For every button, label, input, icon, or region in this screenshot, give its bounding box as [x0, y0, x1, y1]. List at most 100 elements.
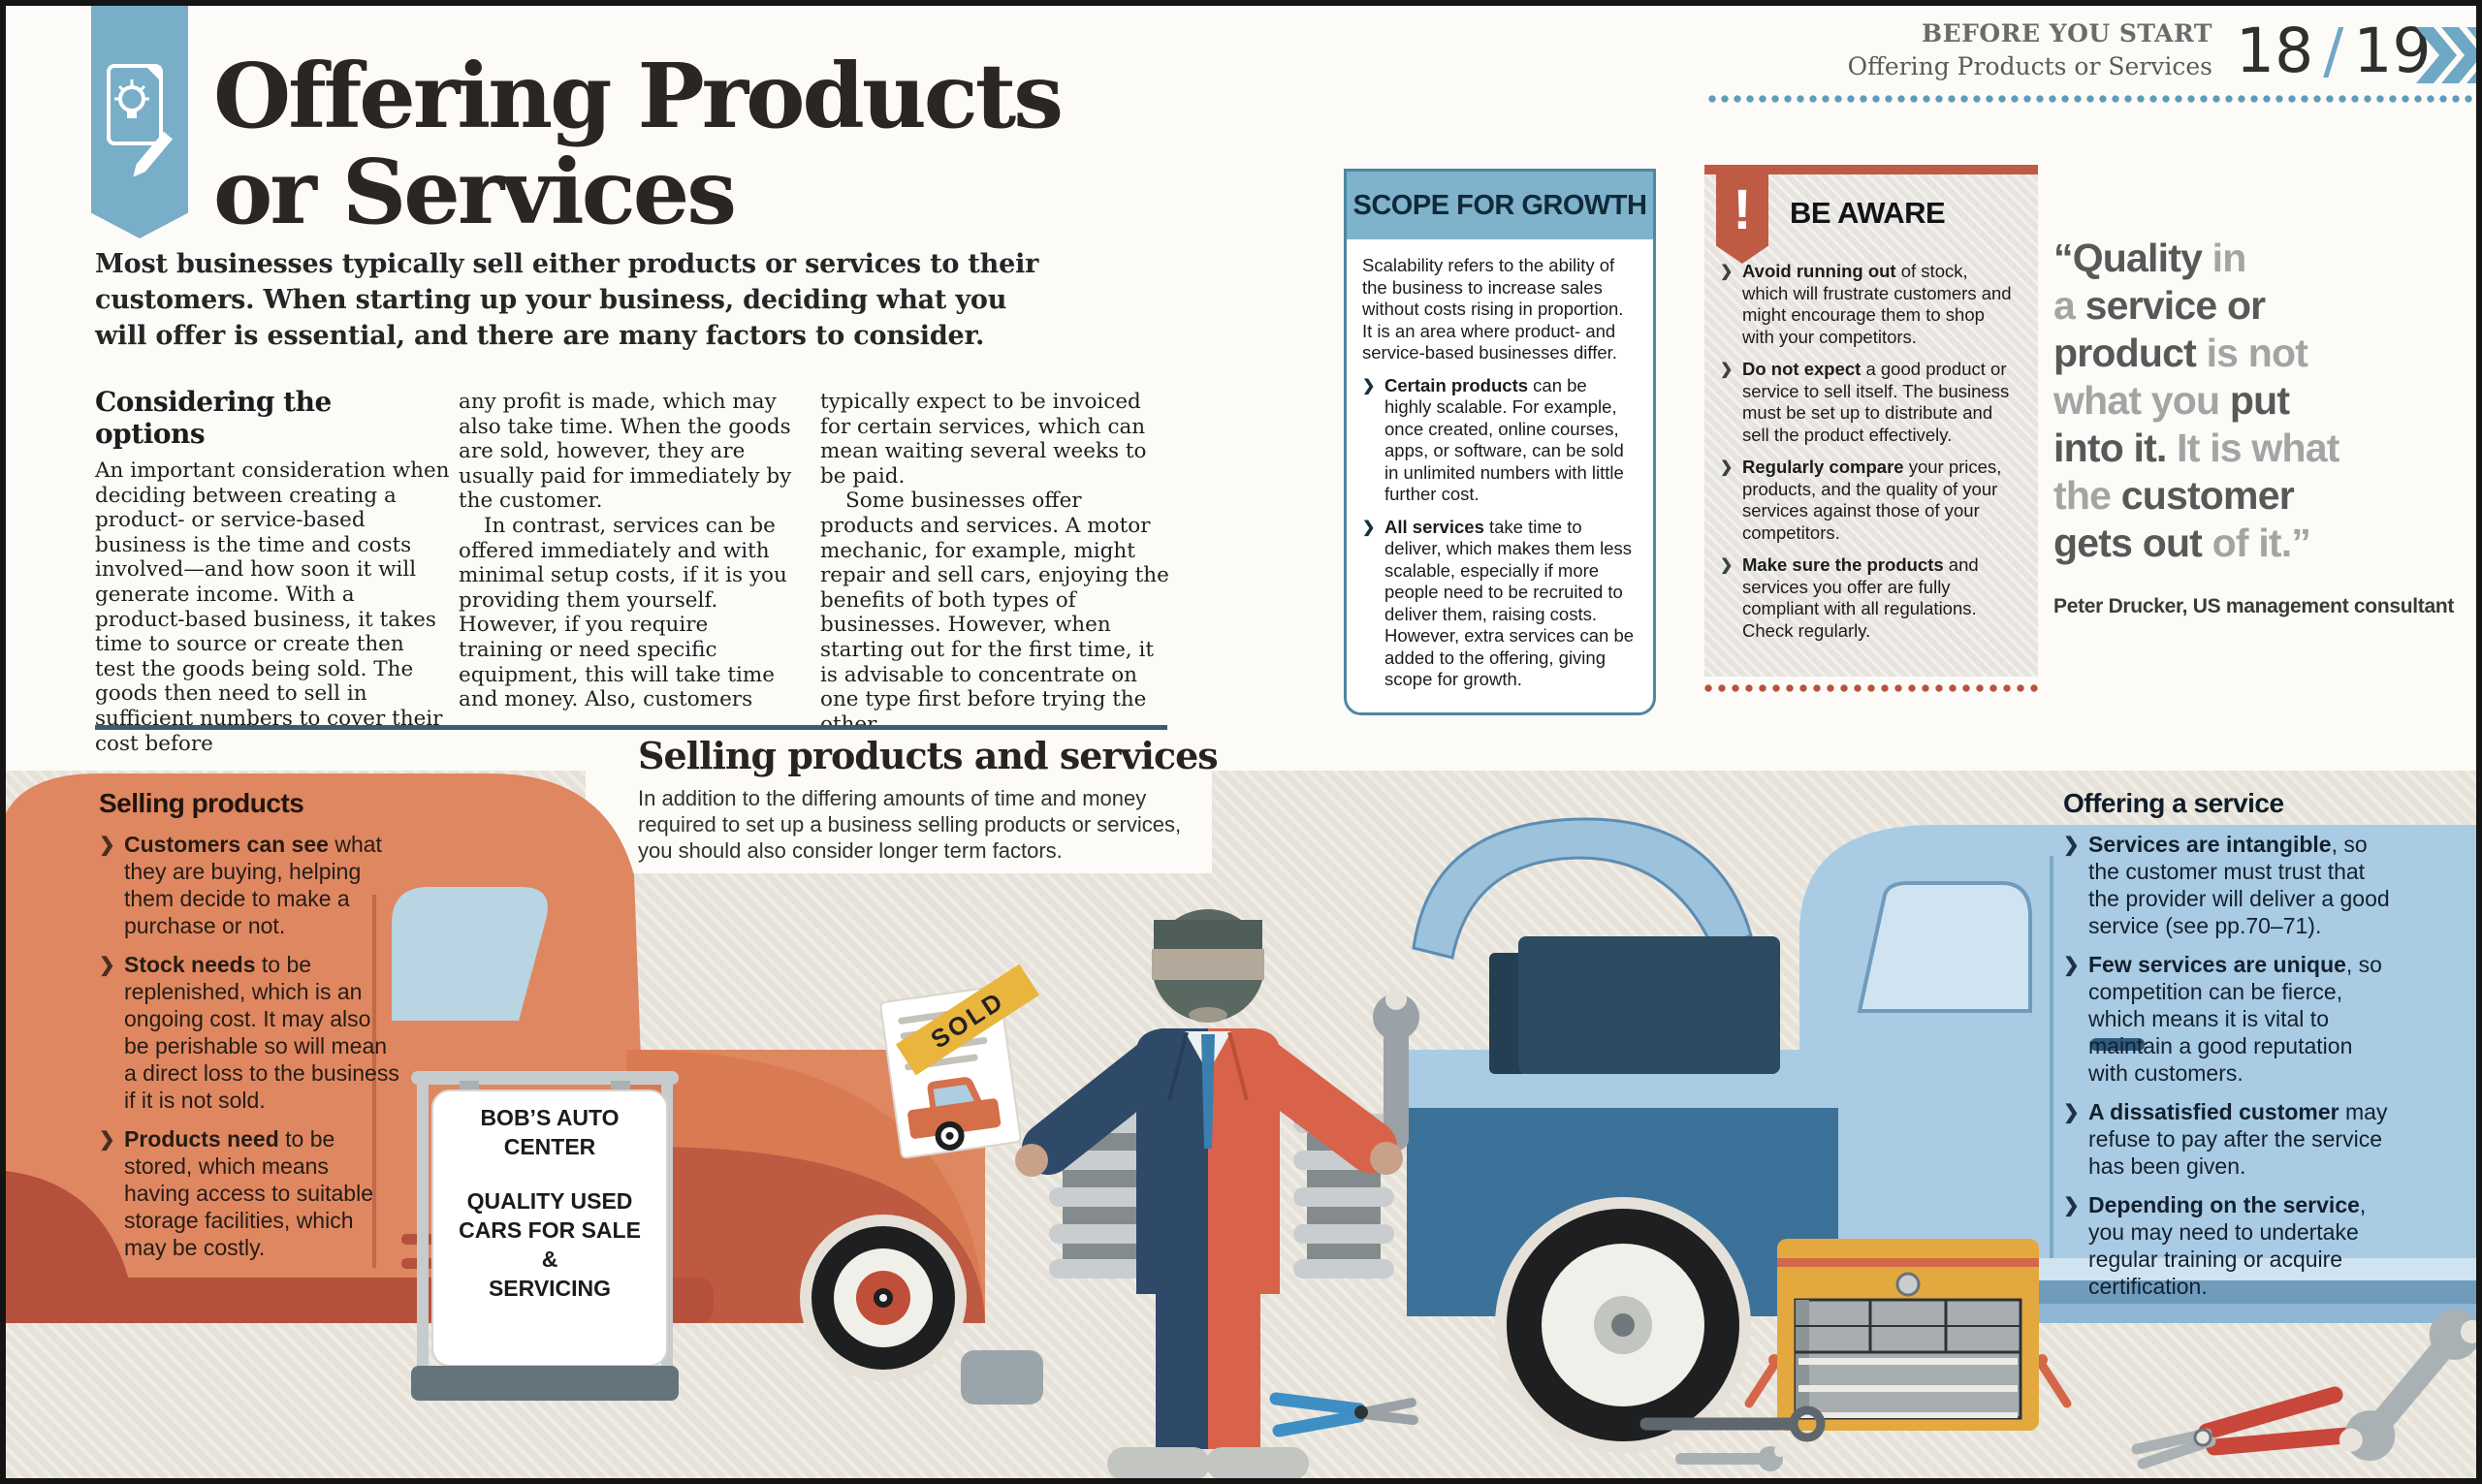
flyer-truck-icon [907, 1077, 1002, 1151]
chapter-ribbon [91, 6, 188, 238]
quote-segment: the [2053, 473, 2112, 518]
quote-segment: It is what [2166, 426, 2339, 470]
quote-segment: product [2053, 331, 2197, 375]
scope-box-intro: Scalability refers to the ability of the… [1362, 255, 1624, 363]
red-dotted-rule [1704, 684, 2038, 693]
quote-segment: a [2053, 283, 2085, 328]
sign-line: & [541, 1247, 558, 1272]
wrench-icon-small [1675, 1445, 1786, 1471]
item-lead: Few services are unique [2088, 952, 2346, 977]
item-lead: A dissatisfied customer [2088, 1099, 2339, 1124]
engine-bay [1518, 936, 1780, 1074]
bullet-chevron-icon: ❯ [1362, 377, 1376, 395]
alert-icon: ! [1716, 174, 1768, 264]
list-item: ❯ Customers can see what they are buying,… [99, 831, 399, 939]
list-item: ❯ Stock needs to be replenished, which is… [99, 951, 399, 1114]
hand-wrench-icon [1373, 989, 1419, 1151]
heading-backdrop [586, 730, 1212, 873]
item-lead: Products need [124, 1126, 279, 1152]
sign-text: BOB’S AUTO CENTER QUALITY USED CARS FOR … [436, 1103, 663, 1303]
bullet-chevron-icon: ❯ [1720, 459, 1734, 476]
list-item: ❯ Few services are unique, so competition… [2063, 951, 2391, 1087]
bullet-chevron-icon: ❯ [1720, 557, 1734, 574]
item-rest: , so the customer must trust that the pr… [2088, 832, 2390, 938]
item-rest: a good product or service to sell itself… [1742, 359, 2010, 445]
be-aware-title: BE AWARE [1790, 196, 1946, 230]
item-rest: to be replenished, which is an ongoing c… [124, 952, 399, 1113]
wrench-icon-right [2339, 1309, 2476, 1462]
page-title-line2: or Services [213, 140, 737, 244]
sign-stand [411, 1071, 679, 1401]
item-lead: Regularly compare [1742, 457, 1904, 477]
running-header-section: BEFORE YOU START [1921, 19, 2212, 47]
quote-segment: into it. [2053, 426, 2167, 470]
page-numbers: 18 / 19 [2236, 16, 2432, 86]
intro-paragraph: Most businesses typically sell either pr… [95, 246, 1038, 354]
body-text: Some businesses offer products and servi… [820, 489, 1169, 736]
body-column-1: Considering the options An important con… [95, 386, 450, 756]
item-lead: Stock needs [124, 952, 256, 977]
intro-line: customers. When starting up your busines… [95, 285, 1007, 315]
item-rest: to be stored, which means having access … [124, 1126, 373, 1260]
quote-attribution: Peter Drucker, US management consultant [2053, 595, 2455, 617]
bullet-chevron-icon: ❯ [99, 955, 115, 976]
blue-car [1407, 817, 2476, 1453]
bullet-chevron-icon: ❯ [99, 1129, 115, 1151]
item-lead: Avoid running out [1742, 261, 1896, 281]
item-lead: Do not expect [1742, 359, 1862, 379]
selling-products-heading: Selling products [99, 788, 304, 818]
body-text: In contrast, services can be offered imm… [459, 513, 787, 712]
sign-line: QUALITY USED CARS FOR SALE [459, 1188, 641, 1243]
breaker-bar-icon [1639, 1405, 1826, 1442]
bullet-chevron-icon: ❯ [2063, 835, 2080, 856]
bullet-chevron-icon: ❯ [1362, 519, 1376, 536]
bullet-chevron-icon: ❯ [1720, 362, 1734, 378]
offering-service-heading: Offering a service [2063, 788, 2284, 818]
item-rest: , you may need to undertake regular trai… [2088, 1192, 2367, 1299]
illustration-heading: Selling products and services [638, 734, 1219, 777]
illustration-section: Selling products and services In additio… [6, 730, 2476, 1478]
bullet-chevron-icon: ❯ [2063, 1195, 2080, 1216]
offering-service-list: Offering a service ❯ Services are intangi… [2063, 788, 2391, 1300]
item-rest: take time to deliver, which makes them l… [1384, 516, 1635, 690]
item-lead: Certain products [1384, 374, 1529, 395]
scope-box-title: SCOPE FOR GROWTH [1347, 172, 1653, 239]
list-item: ❯ Services are intangible, so the custome… [2063, 831, 2391, 939]
be-aware-box: ! BE AWARE ❯ Avoid running out of stock, … [1704, 165, 2038, 677]
blue-pliers-icon [1269, 1392, 1418, 1437]
sign-line: SERVICING [488, 1276, 612, 1301]
quote-segment: “Quality [2053, 236, 2203, 280]
illustration-subtext: In addition to the differing amounts of … [638, 786, 1182, 863]
item-lead: Make sure the products [1742, 554, 1944, 575]
sign-line: BOB’S AUTO CENTER [480, 1105, 620, 1159]
item-lead: Depending on the service [2088, 1192, 2360, 1217]
item-lead: Customers can see [124, 832, 329, 857]
body-column-2: any profit is made, which may also take … [459, 390, 798, 712]
blue-dotted-rule [1708, 95, 2476, 104]
item-lead: All services [1384, 516, 1484, 537]
quote-segment: gets out [2053, 521, 2203, 565]
item-rest: can be highly scalable. For example, onc… [1384, 374, 1624, 505]
running-header: BEFORE YOU START Offering Products or Se… [1805, 19, 2212, 80]
list-item: ❯ Avoid running out of stock, which will … [1720, 261, 2017, 348]
page-number-left: 18 [2236, 16, 2314, 86]
toolbox [1744, 1239, 2072, 1431]
quote-segment: customer [2111, 473, 2295, 518]
item-rest: your prices, products, and the quality o… [1742, 457, 2002, 543]
running-header-chapter: Offering Products or Services [1847, 52, 2212, 80]
page-title: Offering Products or Services [213, 44, 1064, 244]
list-item: ❯ Make sure the products and services you… [1720, 554, 2017, 642]
page-title-line1: Offering Products [213, 44, 1064, 148]
list-item: ❯ All services take time to deliver, whic… [1362, 517, 1638, 691]
list-item: ❯ Certain products can be highly scalable… [1362, 375, 1638, 506]
column-heading: Considering the options [95, 386, 332, 450]
list-item: ❯ Products need to be stored, which means… [99, 1125, 399, 1261]
item-rest: what they are buying, helping them decid… [124, 832, 382, 938]
body-column-3: typically expect to be invoiced for cert… [820, 390, 1169, 737]
item-rest: of stock, which will frustrate customers… [1742, 261, 2012, 347]
quote-segment: is not [2196, 331, 2308, 375]
section-divider-rule [95, 725, 1167, 730]
salesman-mechanic-figure [1015, 909, 1419, 1478]
list-item: ❯ Regularly compare your prices, products… [1720, 457, 2017, 544]
